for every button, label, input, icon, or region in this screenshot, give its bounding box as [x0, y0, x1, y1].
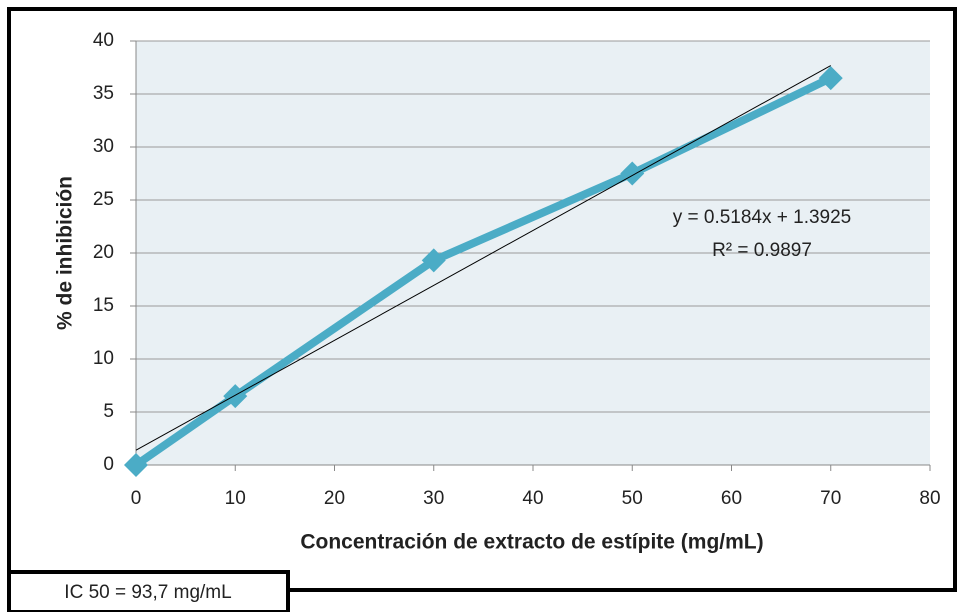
y-tick-label: 25 [93, 189, 114, 210]
trend-r2: R² = 0.9897 [712, 240, 812, 261]
ic50-box [7, 570, 290, 612]
marker [223, 384, 248, 409]
y-tick-label: 40 [93, 30, 114, 51]
marker [818, 66, 843, 91]
ic50-label: IC 50 = 93,7 mg/mL [64, 582, 231, 603]
trend-equation: y = 0.5184x + 1.3925 [673, 207, 852, 228]
y-tick-label: 10 [93, 348, 114, 369]
y-tick-label: 30 [93, 136, 114, 157]
y-tick-label: 15 [93, 295, 114, 316]
y-axis-title: % de inhibición [54, 176, 77, 330]
y-tick-label: 20 [93, 242, 114, 263]
y-tick-label: 5 [103, 401, 114, 422]
y-tick-label: 0 [103, 454, 114, 475]
x-tick-label: 40 [522, 488, 543, 509]
marker [421, 248, 446, 273]
x-tick-label: 80 [919, 488, 940, 509]
x-tick-label: 0 [131, 488, 142, 509]
marker [620, 161, 645, 186]
x-axis-title: Concentración de extracto de estípite (m… [300, 531, 763, 554]
x-tick-label: 70 [820, 488, 841, 509]
marker [124, 453, 148, 477]
x-tick-label: 20 [324, 488, 345, 509]
x-tick-label: 60 [721, 488, 742, 509]
x-tick-label: 50 [622, 488, 643, 509]
x-tick-label: 10 [225, 488, 246, 509]
y-tick-label: 35 [93, 83, 114, 104]
x-tick-label: 30 [423, 488, 444, 509]
trendline [135, 65, 831, 451]
